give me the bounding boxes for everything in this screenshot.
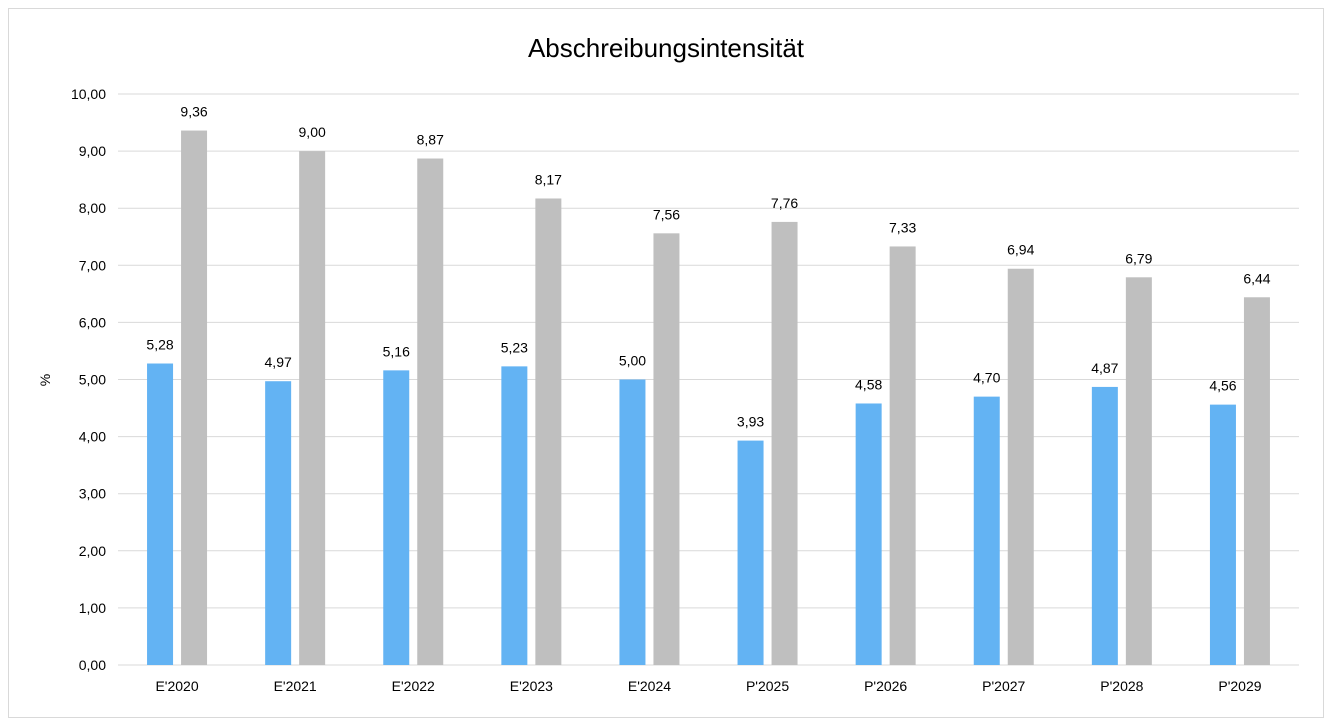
bar-series-1 (265, 381, 292, 665)
y-tick-label: 1,00 (79, 600, 106, 616)
bar-series-1 (147, 363, 174, 665)
bar-series-1 (501, 366, 528, 665)
bar-series-2 (889, 246, 916, 665)
data-label: 3,93 (737, 414, 764, 430)
data-label: 4,70 (973, 370, 1000, 386)
x-tick-label: P'2027 (982, 678, 1025, 694)
x-tick-label: E'2022 (392, 678, 435, 694)
bar-series-2 (417, 158, 444, 665)
data-label: 7,33 (889, 219, 916, 235)
y-tick-label: 8,00 (79, 200, 106, 216)
data-label: 5,16 (383, 343, 410, 359)
y-tick-label: 10,00 (71, 86, 106, 102)
bar-series-1 (855, 403, 882, 665)
x-tick-label: E'2021 (274, 678, 317, 694)
bar-series-2 (1243, 297, 1270, 665)
data-label: 6,44 (1243, 270, 1270, 286)
y-tick-label: 6,00 (79, 314, 106, 330)
y-axis-title: % (37, 374, 53, 386)
x-tick-label: P'2025 (746, 678, 789, 694)
y-tick-label: 3,00 (79, 486, 106, 502)
y-tick-label: 5,00 (79, 372, 106, 388)
x-tick-label: P'2029 (1218, 678, 1261, 694)
x-tick-label: E'2020 (155, 678, 198, 694)
bar-series-1 (383, 370, 410, 665)
chart-title: Abschreibungsintensität (528, 33, 805, 63)
data-labels: 5,28 9,36 4,97 9,00 5,16 8,87 5,23 8,17 5,00 7,56… (146, 104, 1270, 430)
x-tick-label: E'2023 (510, 678, 553, 694)
data-label: 4,87 (1091, 360, 1118, 376)
x-tick-label: P'2026 (864, 678, 907, 694)
y-tick-label: 4,00 (79, 429, 106, 445)
data-label: 7,76 (771, 195, 798, 211)
data-label: 6,79 (1125, 250, 1152, 266)
bar-series-1 (1209, 404, 1236, 665)
bar-series-2 (1007, 268, 1034, 665)
data-label: 5,28 (146, 337, 173, 353)
y-tick-label: 2,00 (79, 543, 106, 559)
data-label: 6,94 (1007, 242, 1034, 258)
data-label: 8,17 (535, 171, 562, 187)
data-label: 4,56 (1209, 378, 1236, 394)
bar-series-1 (1091, 386, 1118, 665)
data-label: 4,58 (855, 376, 882, 392)
data-label: 8,87 (417, 132, 444, 148)
x-axis-ticks: E'2020 E'2021 E'2022 E'2023 E'2024 P'2025 P'20… (155, 678, 1261, 694)
data-label: 5,00 (619, 353, 646, 369)
bar-series-2 (1125, 277, 1152, 665)
bars (147, 130, 1270, 666)
data-label: 5,23 (501, 339, 528, 355)
bar-series-2 (181, 130, 208, 665)
x-tick-label: E'2024 (628, 678, 671, 694)
bar-series-2 (299, 151, 326, 666)
bar-series-1 (619, 379, 646, 665)
bar-series-1 (737, 440, 764, 665)
gridlines (118, 93, 1299, 666)
bar-series-2 (653, 233, 680, 665)
bar-series-1 (973, 396, 1000, 665)
data-label: 9,00 (299, 124, 326, 140)
bar-series-2 (535, 198, 562, 666)
y-tick-label: 7,00 (79, 257, 106, 273)
x-tick-label: P'2028 (1100, 678, 1143, 694)
y-axis-ticks: 0,00 1,00 2,00 3,00 4,00 5,00 6,00 7,00 8,00 9,00… (71, 86, 106, 673)
y-tick-label: 9,00 (79, 143, 106, 159)
data-label: 7,56 (653, 206, 680, 222)
bar-series-2 (771, 221, 798, 666)
y-tick-label: 0,00 (79, 657, 106, 673)
data-label: 4,97 (265, 354, 292, 370)
data-label: 9,36 (180, 104, 207, 120)
